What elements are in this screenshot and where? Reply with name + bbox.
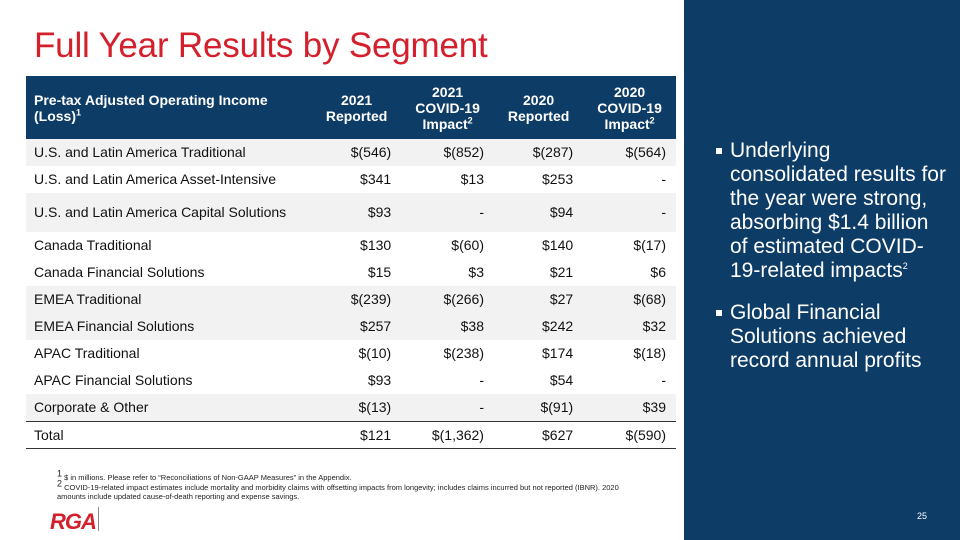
cell-2020-covid: $(18) [633, 345, 666, 361]
footnote-2: 2 COVID-19-related impact estimates incl… [57, 478, 619, 501]
cell-2021-reported: $(10) [358, 345, 392, 361]
row-label: Canada Financial Solutions [34, 264, 205, 280]
cell-2020-reported: $94 [493, 193, 584, 232]
cell-2020-reported: $(287) [493, 139, 584, 166]
cell-2021-reported: $(546) [312, 139, 402, 166]
header-2020-covid-impact: 2020 COVID-19 Impact2 [583, 76, 676, 139]
cell-2020-reported: $(91) [493, 394, 584, 422]
cell-2020-covid: $(68) [583, 286, 676, 313]
table-row: U.S. and Latin America Asset-Intensive $… [26, 166, 676, 193]
cell-2021-covid: $(852) [401, 139, 494, 166]
cell-2020-reported: $174 [542, 345, 574, 361]
row-label: APAC Traditional [34, 345, 140, 361]
table-row: APAC Financial Solutions $93 - $54 - [26, 367, 676, 394]
cell-2020-reported: $140 [542, 237, 574, 253]
right-panel [684, 0, 960, 540]
cell-2021-reported: $(239) [312, 286, 402, 313]
cell-2021-reported: $93 [312, 193, 402, 232]
footnotes: 1 $ in millions. Please refer to “Reconc… [57, 468, 647, 502]
cell-2020-covid: - [583, 193, 676, 232]
cell-2021-reported: $341 [360, 171, 392, 187]
cell-2021-reported: $121 [312, 421, 402, 449]
cell-2020-covid: - [661, 372, 666, 388]
cell-2020-reported: $54 [549, 372, 574, 388]
logo-divider [98, 507, 99, 531]
cell-2021-covid: - [401, 193, 494, 232]
cell-2020-covid: - [661, 171, 666, 187]
cell-2021-covid: - [479, 372, 484, 388]
row-label: Corporate & Other [26, 394, 312, 422]
rga-logo: RGA [50, 509, 97, 534]
table-row: Canada Traditional $130 $(60) $140 $(17) [26, 232, 676, 259]
cell-2020-covid: $(590) [583, 421, 676, 449]
cell-2020-reported: $21 [549, 264, 574, 280]
row-label: U.S. and Latin America Capital Solutions [26, 193, 312, 232]
bullet-text: Global Financial Solutions achieved reco… [730, 301, 922, 372]
table-row: Canada Financial Solutions $15 $3 $21 $6 [26, 259, 676, 286]
row-label: Total [26, 421, 312, 449]
cell-2021-covid: - [401, 394, 494, 422]
table-row: U.S. and Latin America Capital Solutions… [26, 193, 676, 232]
row-label: U.S. and Latin America Asset-Intensive [34, 171, 277, 187]
cell-2021-reported: $93 [367, 372, 392, 388]
bullet-item: Underlying consolidated results for the … [716, 139, 948, 283]
cell-2020-covid: $(564) [583, 139, 676, 166]
cell-2021-covid: $(238) [443, 345, 484, 361]
segment-results-table: Pre-tax Adjusted Operating Income (Loss)… [26, 76, 676, 449]
table-row: Corporate & Other $(13) - $(91) $39 [26, 394, 676, 422]
bullet-item: Global Financial Solutions achieved reco… [716, 301, 948, 373]
row-label: Canada Traditional [34, 237, 152, 253]
cell-2020-reported: $253 [542, 171, 574, 187]
slide-title: Full Year Results by Segment [34, 26, 488, 65]
table-row: EMEA Traditional $(239) $(266) $27 $(68) [26, 286, 676, 313]
row-label: APAC Financial Solutions [34, 372, 193, 388]
cell-2021-reported: $257 [312, 313, 402, 340]
header-2021-covid-impact: 2021 COVID-19 Impact2 [401, 76, 494, 139]
row-label: EMEA Traditional [26, 286, 312, 313]
square-bullet-icon [716, 148, 722, 154]
cell-2021-covid: $(1,362) [401, 421, 494, 449]
square-bullet-icon [716, 310, 722, 316]
row-label: EMEA Financial Solutions [26, 313, 312, 340]
cell-2021-covid: $(266) [401, 286, 494, 313]
cell-2020-reported: $27 [493, 286, 584, 313]
cell-2020-covid: $6 [650, 264, 666, 280]
cell-2020-reported: $242 [493, 313, 584, 340]
cell-2021-covid: $38 [401, 313, 494, 340]
table-row: U.S. and Latin America Traditional $(546… [26, 139, 676, 166]
table-row-total: Total $121 $(1,362) $627 $(590) [26, 421, 676, 449]
cell-2021-reported: $(13) [312, 394, 402, 422]
cell-2020-reported: $627 [493, 421, 584, 449]
table-header-row: Pre-tax Adjusted Operating Income (Loss)… [26, 76, 676, 139]
cell-2021-covid: $13 [460, 171, 484, 187]
cell-2021-reported: $15 [367, 264, 392, 280]
cell-2020-covid: $(17) [633, 237, 666, 253]
row-label: U.S. and Latin America Traditional [26, 139, 312, 166]
footnote-1: 1 $ in millions. Please refer to “Reconc… [57, 468, 352, 482]
table-row: APAC Traditional $(10) $(238) $174 $(18) [26, 340, 676, 367]
page-number: 25 [917, 511, 928, 521]
bullet-sup: 2 [902, 261, 908, 271]
cell-2020-covid: $32 [583, 313, 676, 340]
bullet-list: Underlying consolidated results for the … [716, 139, 948, 391]
header-2021-reported: 2021 Reported [312, 76, 402, 139]
bullet-text: Underlying consolidated results for the … [730, 139, 946, 282]
cell-2021-covid: $3 [468, 264, 484, 280]
header-2020-reported: 2020 Reported [493, 76, 584, 139]
table-row: EMEA Financial Solutions $257 $38 $242 $… [26, 313, 676, 340]
cell-2021-reported: $130 [360, 237, 392, 253]
cell-2020-covid: $39 [583, 394, 676, 422]
header-pretax-income: Pre-tax Adjusted Operating Income (Loss)… [26, 76, 312, 139]
cell-2021-covid: $(60) [451, 237, 484, 253]
